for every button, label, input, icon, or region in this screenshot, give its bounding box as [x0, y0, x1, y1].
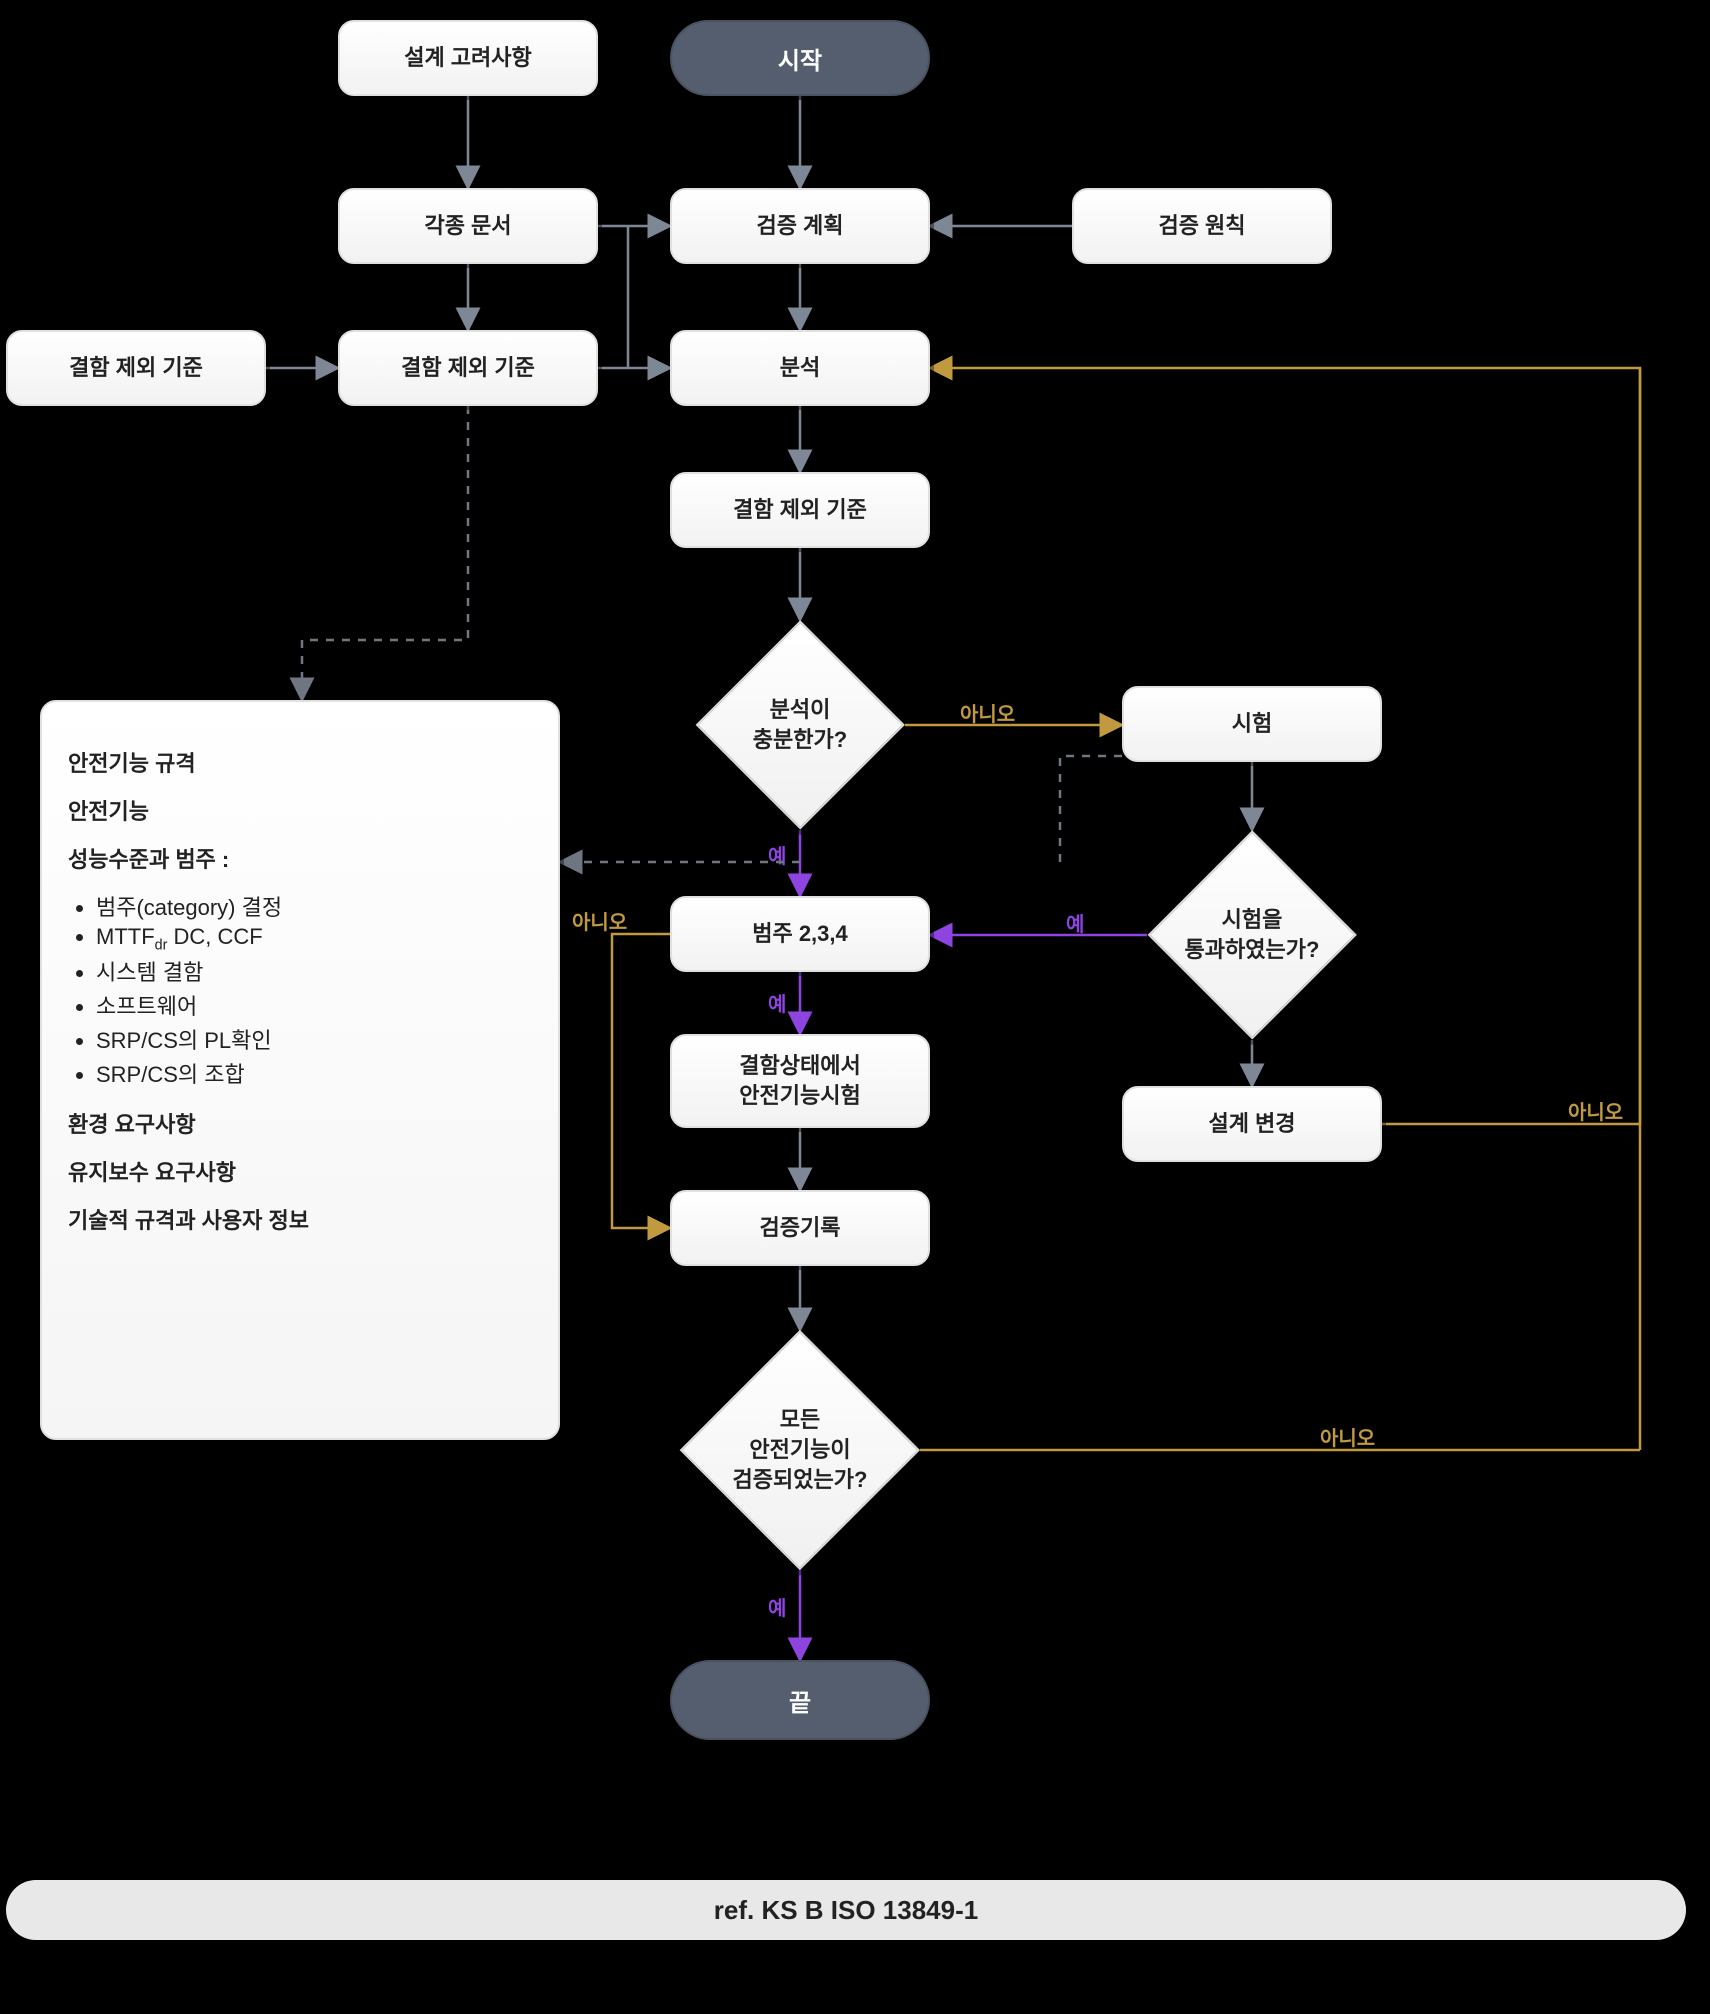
info-box: 안전기능 규격안전기능성능수준과 범주 : 범주(category) 결정MTTF… [40, 700, 560, 1440]
info-box-list-item: SRP/CS의 PL확인 [96, 1023, 532, 1055]
info-box-text: 안전기능 [68, 794, 532, 826]
node-start: 시작 [670, 20, 930, 96]
node-category: 범주 2,3,4 [670, 896, 930, 972]
node-fault_state: 결함상태에서안전기능시험 [670, 1034, 930, 1128]
node-design_change: 설계 변경 [1122, 1086, 1382, 1162]
node-verify_record: 검증기록 [670, 1190, 930, 1266]
node-q_analysis-label: 분석이충분한가? [710, 695, 890, 754]
edge-label-category-loop_left: 아니오 [572, 906, 627, 935]
node-q_analysis: 분석이충분한가? [695, 620, 905, 830]
edge-label-category-fault_state: 예 [768, 988, 786, 1017]
info-box-text: 환경 요구사항 [68, 1107, 532, 1139]
node-documents: 각종 문서 [338, 188, 598, 264]
info-box-text: 유지보수 요구사항 [68, 1155, 532, 1187]
node-design_consider: 설계 고려사항 [338, 20, 598, 96]
node-q_test_pass: 시험을통과하였는가? [1147, 830, 1357, 1040]
edge-label-q_analysis-category: 예 [768, 840, 786, 869]
node-verify_principle: 검증 원칙 [1072, 188, 1332, 264]
info-box-list-item: 범주(category) 결정 [96, 890, 532, 922]
info-box-text: 성능수준과 범주 : [68, 842, 532, 874]
info-box-list-item: 소프트웨어 [96, 989, 532, 1021]
edge-fault_excl_mid-info_box_top [302, 406, 468, 700]
edge-label-q_all_verified-end: 예 [768, 1592, 786, 1621]
node-q_all_verified-label: 모든안전기능이검증되었는가? [710, 1405, 890, 1494]
node-q_test_pass-label: 시험을통과하였는가? [1162, 905, 1342, 964]
info-box-list-item: SRP/CS의 조합 [96, 1057, 532, 1089]
node-fault_excl_down: 결함 제외 기준 [670, 472, 930, 548]
node-q_all_verified: 모든안전기능이검증되었는가? [680, 1330, 920, 1570]
node-test: 시험 [1122, 686, 1382, 762]
edge-label-q_test_pass-category: 예 [1066, 908, 1084, 937]
edge-label-q_analysis-test: 아니오 [960, 698, 1015, 727]
info-box-list-item: 시스템 결함 [96, 955, 532, 987]
info-box-text: 안전기능 규격 [68, 746, 532, 778]
node-fault_excl_mid: 결함 제외 기준 [338, 330, 598, 406]
edge-test-info_box_side2 [1060, 756, 1122, 862]
footer-reference: ref. KS B ISO 13849-1 [6, 1880, 1686, 1940]
info-box-text: 기술적 규격과 사용자 정보 [68, 1203, 532, 1235]
info-box-list: 범주(category) 결정MTTFdr DC, CCF시스템 결함소프트웨어… [68, 890, 532, 1089]
info-box-list-item: MTTFdr DC, CCF [96, 924, 532, 953]
edge-label-q_all_verified-loop_big: 아니오 [1320, 1422, 1375, 1451]
edge-label-design_change-loop_right: 아니오 [1568, 1096, 1623, 1125]
edge-category-loop_left [612, 934, 670, 1228]
node-end: 끝 [670, 1660, 930, 1740]
node-fault_excl_left: 결함 제외 기준 [6, 330, 266, 406]
node-verify_plan: 검증 계획 [670, 188, 930, 264]
node-analysis: 분석 [670, 330, 930, 406]
